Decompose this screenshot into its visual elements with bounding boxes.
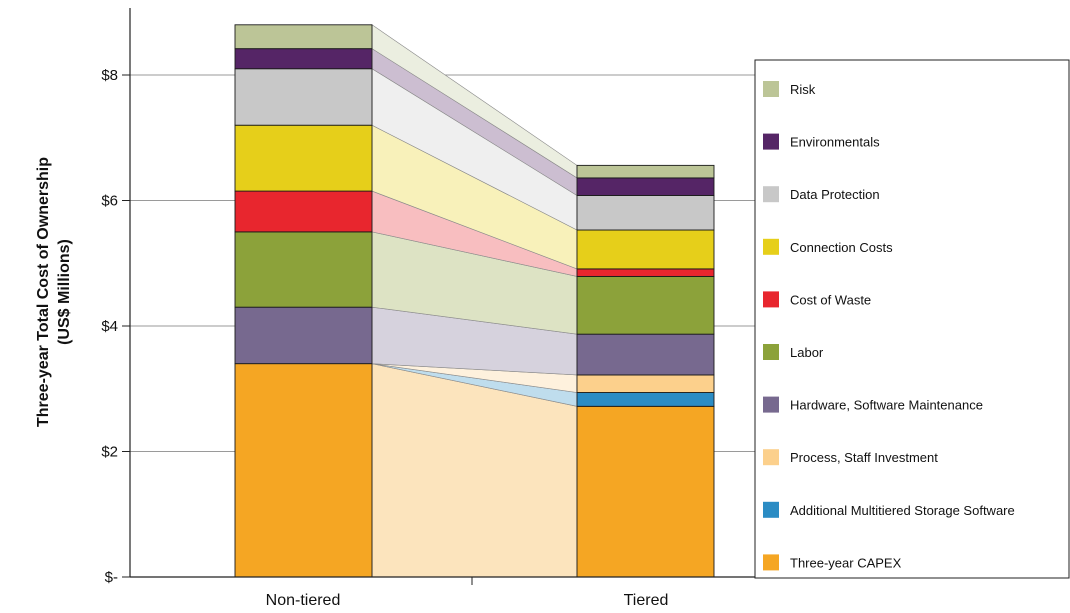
legend-swatch bbox=[763, 396, 779, 413]
x-category-label: Tiered bbox=[624, 592, 669, 609]
connector-bands bbox=[371, 24, 578, 578]
bar-segment bbox=[234, 306, 373, 365]
x-category-label: Non-tiered bbox=[266, 592, 341, 609]
axes bbox=[129, 8, 755, 578]
legend-swatch bbox=[763, 554, 779, 571]
legend-label: Hardware, Software Maintenance bbox=[790, 398, 983, 413]
legend-swatch bbox=[763, 133, 779, 150]
bar-segment bbox=[234, 190, 373, 233]
legend-swatch bbox=[763, 449, 779, 466]
legend-swatch bbox=[763, 186, 779, 203]
legend-box bbox=[754, 59, 1070, 579]
bar-segment bbox=[576, 392, 715, 407]
bar-segment bbox=[234, 363, 373, 578]
bar-segment bbox=[576, 195, 715, 231]
legend-label: Three-year CAPEX bbox=[790, 555, 902, 570]
bar-segment bbox=[576, 333, 715, 376]
bar-segment bbox=[576, 164, 715, 179]
bar-segment bbox=[576, 374, 715, 393]
legend-label: Process, Staff Investment bbox=[790, 450, 938, 465]
y-tick-label: $2 bbox=[101, 444, 118, 461]
bar-segment bbox=[576, 275, 715, 335]
legend-label: Risk bbox=[790, 82, 816, 97]
bar-segment bbox=[234, 124, 373, 192]
bar-segment bbox=[234, 231, 373, 308]
bar-segment bbox=[576, 229, 715, 270]
legend: Risk Environmentals Data Protection Connect… bbox=[754, 59, 1070, 579]
y-tick-label: $6 bbox=[101, 193, 118, 210]
y-axis-label-line1: Three-year Total Cost of Ownership bbox=[35, 157, 52, 427]
legend-swatch bbox=[763, 291, 779, 308]
y-tick-label: $8 bbox=[101, 67, 118, 84]
legend-label: Cost of Waste bbox=[790, 292, 871, 307]
bar-segment bbox=[234, 68, 373, 126]
bar-segment bbox=[234, 24, 373, 50]
legend-swatch bbox=[763, 238, 779, 255]
bar-segment bbox=[234, 48, 373, 70]
y-ticks: $- $2 $4 $6 $8 bbox=[101, 67, 130, 586]
bar-segment bbox=[576, 177, 715, 196]
y-tick-label: $- bbox=[105, 569, 118, 586]
legend-swatch bbox=[763, 344, 779, 360]
bar-segment bbox=[576, 268, 715, 277]
y-tick-label: $4 bbox=[101, 318, 118, 335]
y-axis-label-line2: (US$ Millions) bbox=[56, 239, 73, 345]
legend-label: Labor bbox=[790, 345, 824, 360]
bar-segment bbox=[576, 405, 715, 578]
legend-label: Additional Multitiered Storage Software bbox=[790, 503, 1015, 518]
legend-label: Environmentals bbox=[790, 135, 880, 150]
x-category-labels: Non-tiered Tiered bbox=[266, 577, 669, 609]
legend-swatch bbox=[763, 81, 779, 97]
bars bbox=[234, 24, 715, 578]
legend-swatch bbox=[763, 501, 779, 518]
legend-label: Data Protection bbox=[790, 187, 880, 202]
legend-label: Connection Costs bbox=[790, 240, 893, 255]
